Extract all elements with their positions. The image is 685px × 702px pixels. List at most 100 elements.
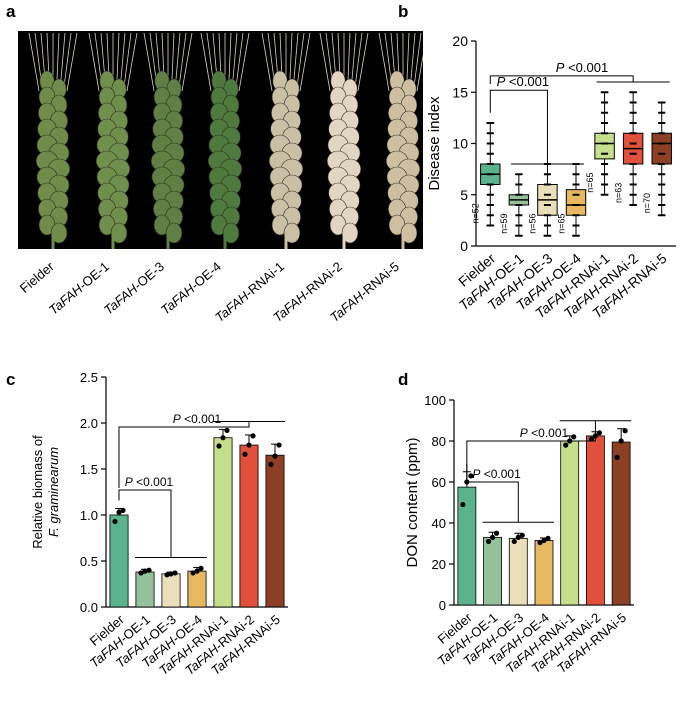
- y-tick-label: 0.0: [80, 600, 98, 615]
- y-tick-label: 0.5: [80, 554, 98, 569]
- data-point: [460, 501, 466, 508]
- bar: [534, 540, 554, 606]
- data-dot: [486, 193, 494, 196]
- p-value-rnai: P <0.001: [173, 412, 222, 426]
- bar: [586, 435, 605, 606]
- y-tick-label: 80: [432, 434, 446, 449]
- wheat-spike: [261, 32, 311, 249]
- data-dot: [572, 173, 580, 176]
- n-label: n=59: [499, 213, 509, 233]
- data-dot: [543, 173, 551, 176]
- spikelet: [400, 222, 418, 244]
- wheat-spike: [143, 32, 193, 249]
- spike-awn: [357, 32, 369, 92]
- bar: [508, 537, 528, 606]
- spike-awn: [66, 32, 78, 92]
- data-dot: [572, 193, 580, 196]
- bar: [109, 514, 129, 608]
- data-point: [468, 473, 474, 479]
- wheat-spike: [28, 32, 78, 249]
- data-point: [198, 565, 204, 571]
- data-dot: [601, 132, 609, 135]
- data-point: [216, 443, 222, 449]
- data-dot: [543, 193, 551, 196]
- panel-letter-b: b: [398, 2, 409, 21]
- spike-awn: [178, 32, 187, 92]
- data-dot: [486, 224, 494, 227]
- data-dot: [658, 101, 666, 104]
- data-dot: [601, 122, 609, 124]
- bracket-rnai: [118, 421, 250, 488]
- bar: [265, 454, 285, 608]
- y-tick-label: 15: [452, 84, 468, 100]
- data-point: [622, 428, 628, 434]
- n-label: n=63: [613, 183, 623, 203]
- y-tick-label: 1.5: [80, 462, 98, 477]
- bar: [187, 570, 207, 608]
- panel-letter-c: c: [6, 370, 16, 389]
- data-dot: [486, 132, 494, 135]
- data-point: [493, 530, 500, 536]
- bracket-rnai: [489, 75, 634, 85]
- data-dot: [658, 183, 666, 186]
- data-dot: [572, 234, 580, 237]
- bar: [161, 573, 181, 608]
- data-dot: [486, 183, 494, 186]
- data-dot: [601, 163, 609, 165]
- spike-awn: [413, 32, 422, 92]
- bracket-rnai: [466, 420, 596, 480]
- data-point: [541, 537, 547, 544]
- data-dot: [515, 234, 523, 237]
- spikelet: [341, 222, 359, 244]
- bar: [213, 437, 233, 608]
- photo-label-1: TaFAH-OE-1: [46, 259, 112, 318]
- data-point: [242, 451, 248, 457]
- spike-awn: [200, 32, 212, 92]
- wheat-spike: [319, 32, 369, 249]
- data-point: [190, 570, 196, 576]
- photo-label-6: TaFAH-RNAi-5: [327, 259, 402, 325]
- p-value-rnai: P <0.001: [520, 426, 569, 440]
- data-dot: [486, 204, 494, 206]
- bar: [611, 441, 631, 606]
- data-dot: [601, 173, 609, 176]
- y-axis-label: Relative biomass of: [30, 435, 45, 549]
- data-dot: [629, 122, 637, 124]
- wheat-spike: [200, 32, 250, 249]
- data-point: [571, 434, 577, 440]
- data-point: [268, 461, 274, 467]
- photo-label-3: TaFAH-OE-4: [158, 259, 224, 318]
- data-dot: [515, 193, 523, 196]
- n-label: n=56: [528, 213, 538, 233]
- spikelet: [165, 222, 183, 244]
- bar: [483, 536, 502, 606]
- spike-awn: [88, 32, 100, 92]
- y-axis-label: Disease index: [426, 96, 443, 191]
- data-dot: [486, 214, 494, 217]
- data-dot: [486, 163, 494, 165]
- bracket-oe: [118, 489, 172, 558]
- data-dot: [486, 122, 494, 124]
- y-tick-label: 20: [452, 33, 468, 49]
- data-dot: [515, 214, 523, 217]
- data-point: [272, 453, 278, 459]
- data-point: [515, 534, 521, 540]
- spike-awn: [63, 32, 72, 92]
- n-label: n=70: [642, 193, 652, 213]
- spike-awn: [378, 32, 390, 92]
- data-dot: [658, 111, 666, 114]
- spike-awn: [238, 32, 250, 92]
- n-label: n=65: [556, 213, 566, 233]
- data-point: [250, 433, 256, 439]
- data-dot: [629, 142, 637, 145]
- data-dot: [629, 152, 637, 155]
- data-point: [246, 442, 252, 448]
- wheat-spike: [88, 32, 138, 249]
- data-dot: [543, 204, 551, 206]
- data-dot: [543, 214, 551, 217]
- y-tick-label: 40: [432, 516, 446, 531]
- spike-awn: [296, 32, 305, 92]
- data-point: [172, 570, 178, 576]
